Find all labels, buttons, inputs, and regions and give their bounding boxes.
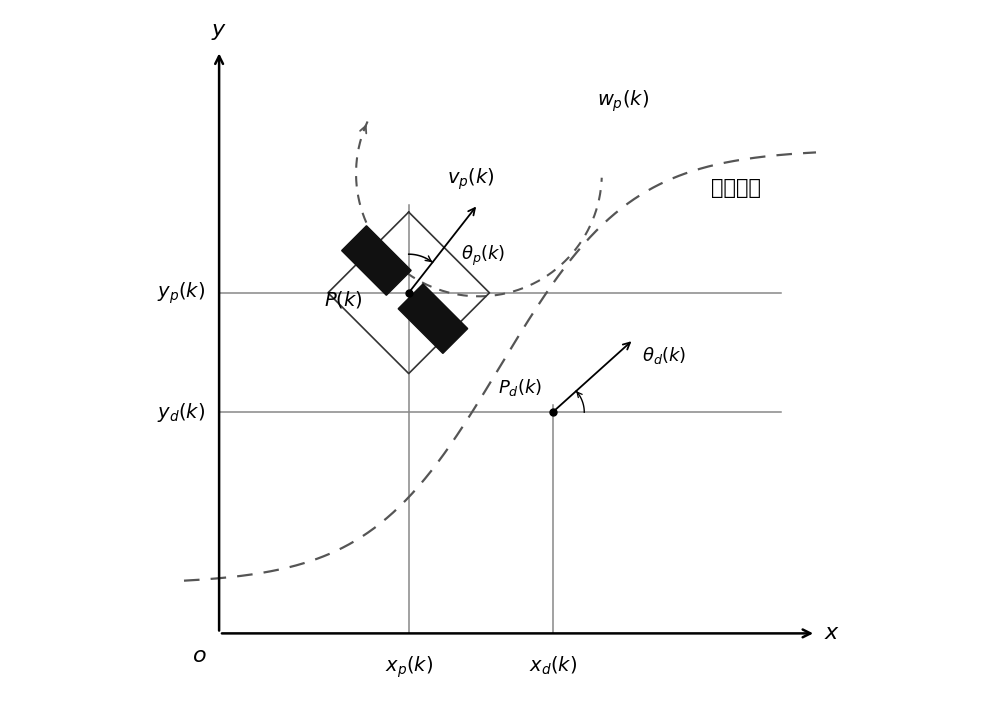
Text: $y_p(k)$: $y_p(k)$	[157, 280, 205, 305]
Text: $v_p(k)$: $v_p(k)$	[447, 166, 495, 192]
Text: $y$: $y$	[211, 22, 227, 42]
Text: $\theta_p(k)$: $\theta_p(k)$	[461, 244, 506, 269]
Text: $x_p(k)$: $x_p(k)$	[385, 654, 433, 680]
Text: 期望轨迹: 期望轨迹	[711, 178, 761, 198]
Text: $o$: $o$	[192, 646, 206, 666]
Text: $\theta_d(k)$: $\theta_d(k)$	[642, 345, 686, 366]
Polygon shape	[342, 226, 411, 295]
Polygon shape	[398, 284, 468, 353]
Text: $P(k)$: $P(k)$	[324, 289, 363, 310]
Text: $x_d(k)$: $x_d(k)$	[529, 654, 577, 677]
Text: $y_d(k)$: $y_d(k)$	[157, 400, 205, 424]
Text: $P_d(k)$: $P_d(k)$	[498, 377, 542, 398]
Text: $x$: $x$	[824, 623, 840, 644]
Text: $w_p(k)$: $w_p(k)$	[597, 89, 649, 114]
